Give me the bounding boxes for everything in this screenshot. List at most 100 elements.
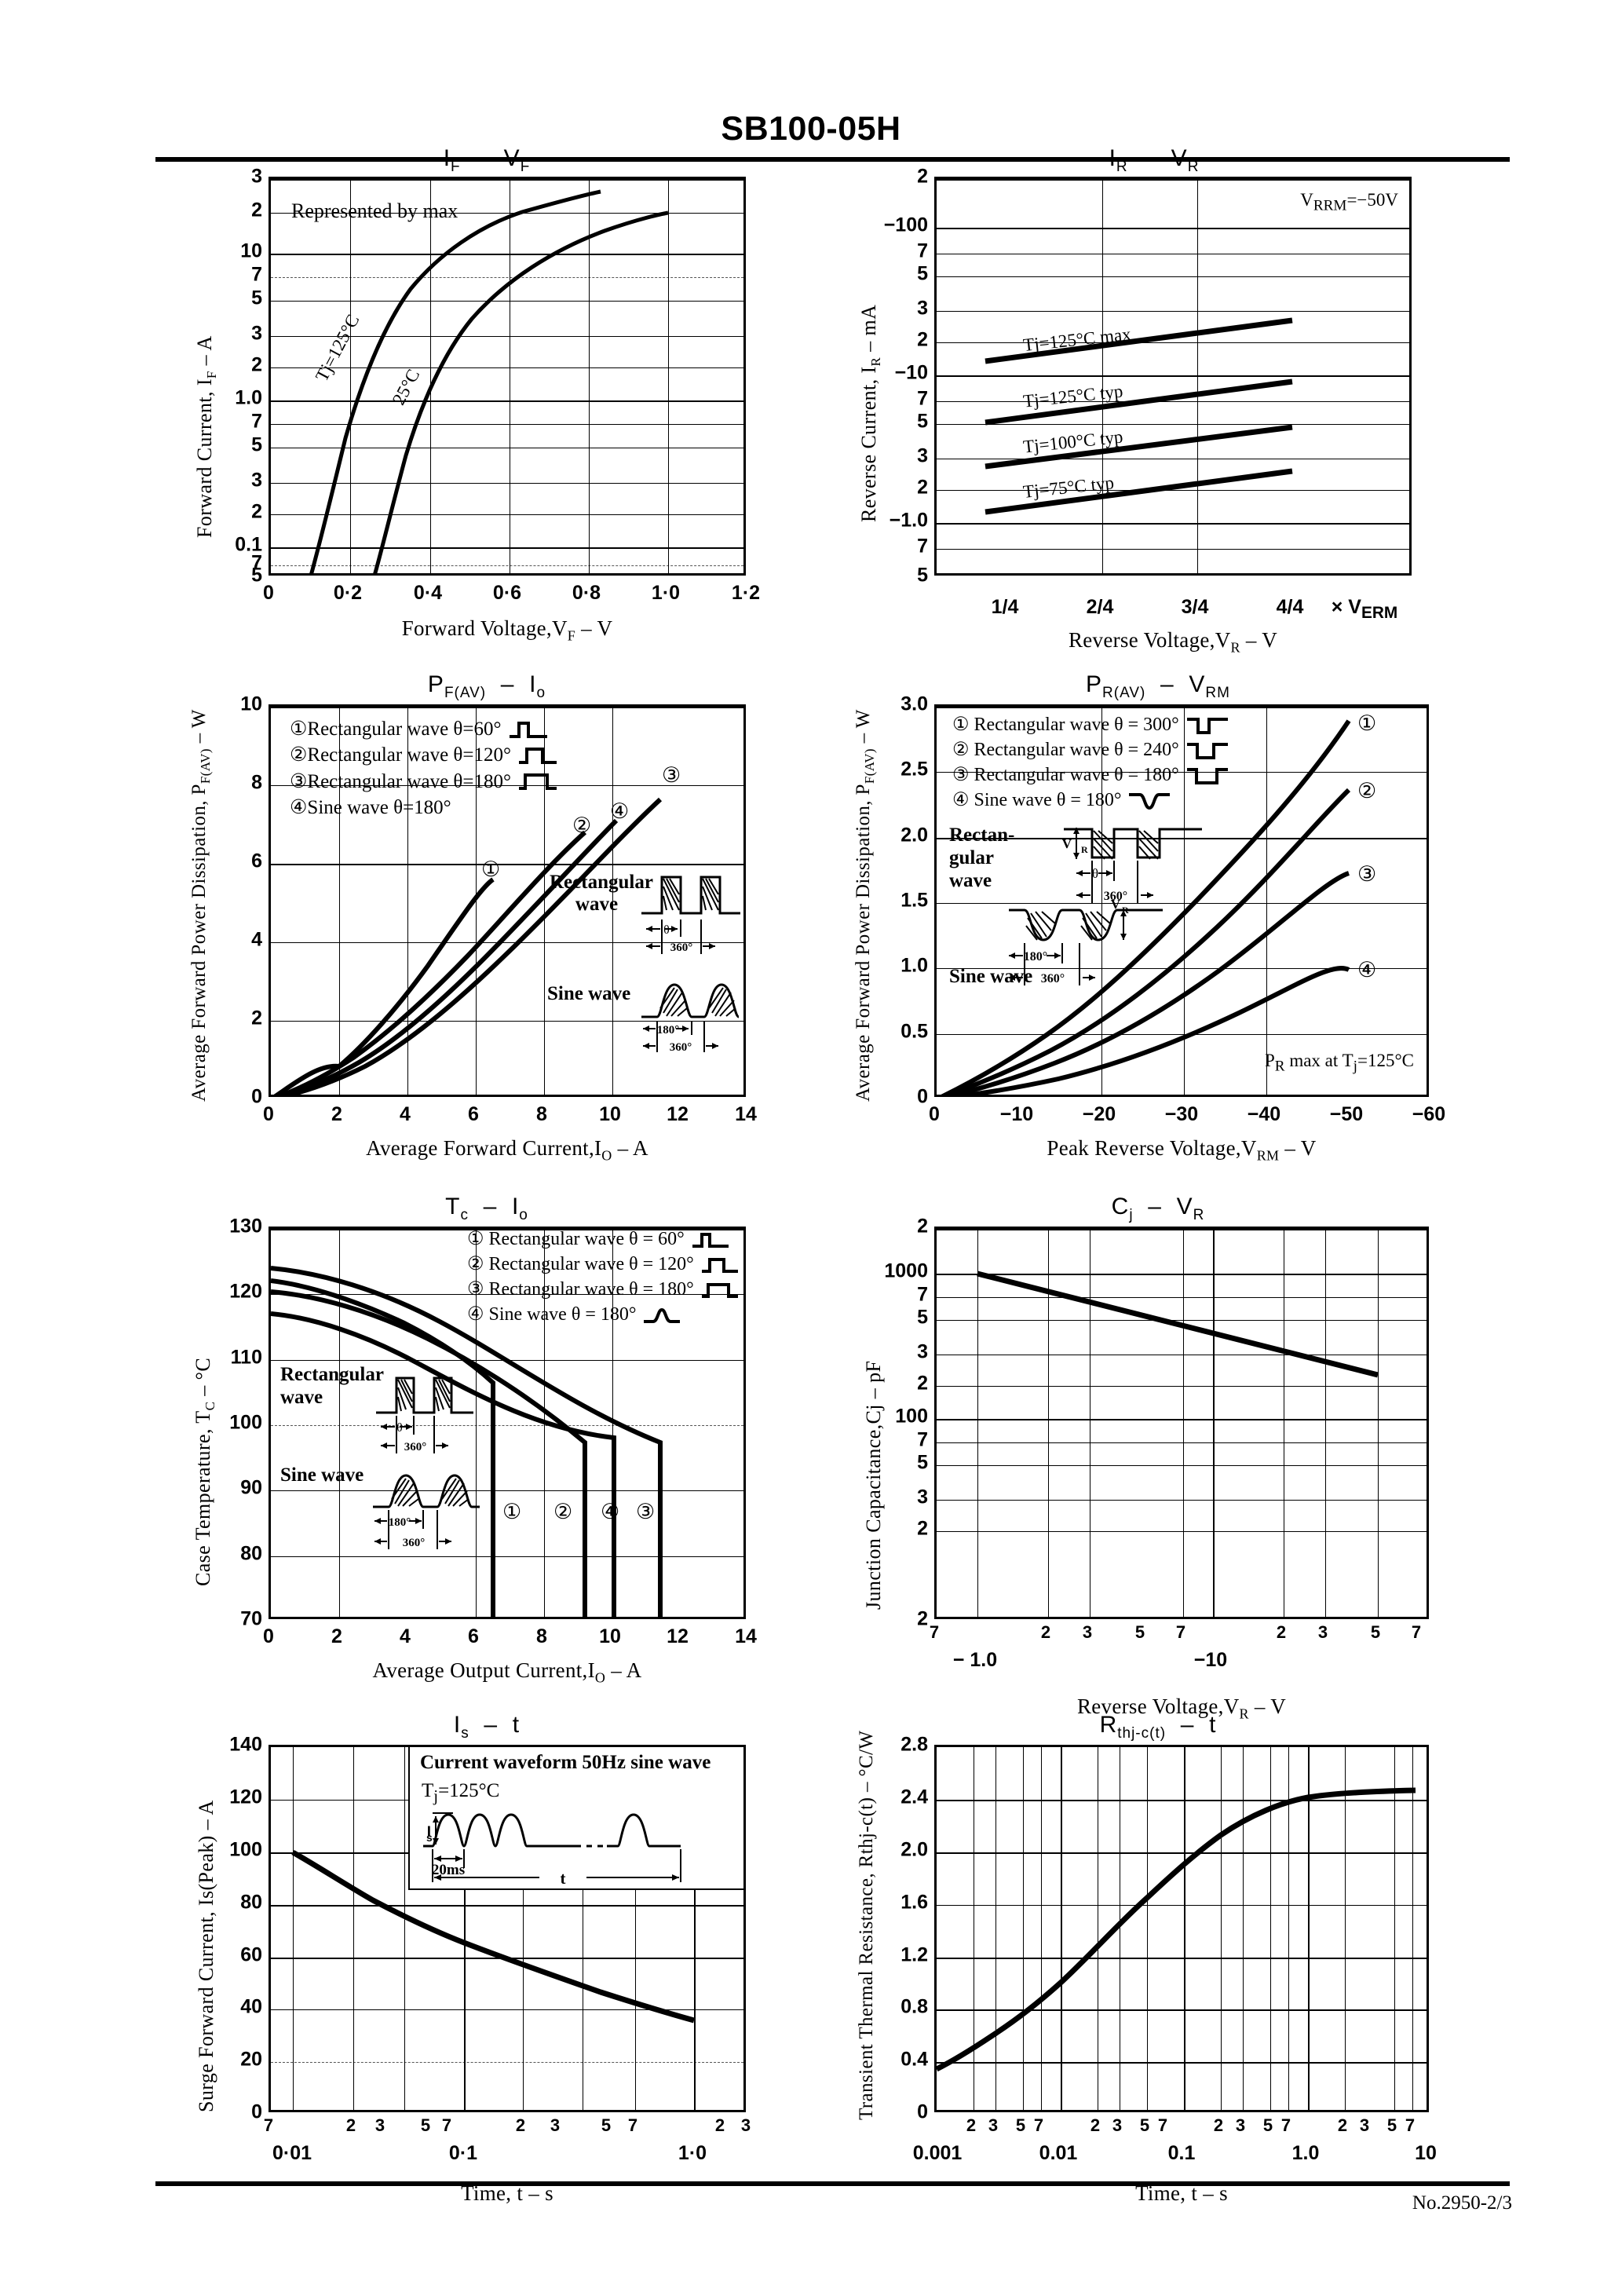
ytick: 1.6	[901, 1891, 928, 1914]
xtick: 2	[331, 1103, 342, 1125]
ytick: 2.0	[901, 824, 928, 846]
svg-text:s: s	[426, 1831, 433, 1844]
legend-label: ② Rectangular wave θ = 120°	[467, 1253, 694, 1274]
ytick: 0.4	[901, 2048, 928, 2071]
ytick: 0	[917, 1085, 928, 1108]
xtick: 2	[331, 1625, 342, 1647]
xtick: 0·2	[333, 582, 363, 604]
xtick: 6	[468, 1625, 479, 1647]
sine-wave-inset-icon: 180° 360°	[373, 1474, 480, 1549]
curves-rth-t	[937, 1787, 1416, 2072]
axis-label-x-tc-io: Average Output Current,IO – A	[372, 1658, 642, 1686]
legend-label: ②Rectangular wave θ=120°	[290, 744, 512, 766]
xtick-minor: 2	[714, 2115, 725, 2135]
xtick-minor: 7	[1411, 1622, 1422, 1642]
ytick: 3	[917, 444, 928, 467]
xtick-minor: 2	[345, 2115, 356, 2135]
legend-tc-io: ① Rectangular wave θ = 60° ② Rectangular…	[467, 1229, 740, 1328]
plot-area-ir-vr: VRRM=−50V Tj=125°C max Tj=125°C typ Tj=1…	[934, 177, 1412, 576]
curve-marker-2: ②	[1357, 779, 1377, 803]
header-rule	[155, 157, 1510, 162]
curves-prav-vrm	[941, 719, 1351, 1095]
ytick: 100	[229, 1411, 262, 1434]
plot-area-if-vf: Represented by max Tj=125°C 25°C	[269, 177, 746, 576]
xtick-minor: 2	[1213, 2115, 1224, 2135]
rect-wave-300-icon	[1186, 717, 1228, 734]
ytick: 2	[251, 199, 262, 221]
legend-label: ④ Sine wave θ = 180°	[467, 1303, 637, 1325]
curves-tc-io	[271, 1266, 663, 1617]
xtick-minor: 7	[441, 2115, 452, 2135]
svg-text:V: V	[1062, 836, 1072, 851]
xtick-major: 10	[1415, 2142, 1437, 2164]
xtick: 1·2	[731, 582, 761, 604]
axis-label-x-cj-vr: Reverse Voltage,VR – V	[1076, 1695, 1287, 1722]
ytick: 3.0	[901, 693, 928, 715]
chart-is-t: Is – t Current waveform	[188, 1712, 785, 2205]
axis-label-y-is-t: Surge Forward Current, Is(Peak) – A	[195, 1800, 217, 2112]
annotation-vrrm: VRRM=−50V	[1300, 190, 1398, 214]
inset-title-rectangular: Rectan-gular wave	[949, 824, 1015, 891]
ytick: 80	[240, 1542, 262, 1565]
plot-area-pfav-io: ①Rectangular wave θ=60° ②Rectangular wav…	[269, 704, 746, 1097]
ytick: 140	[229, 1733, 262, 1756]
legend-item: ④ Sine wave θ = 180°	[952, 788, 1229, 813]
xtick: 14	[735, 1625, 757, 1647]
rect-wave-180-icon	[1186, 767, 1228, 784]
legend-item: ④ Sine wave θ = 180°	[467, 1303, 740, 1328]
curve-marker-1: ①	[481, 857, 501, 881]
plot-area-tc-io: ① Rectangular wave θ = 60° ② Rectangular…	[269, 1227, 746, 1619]
xtick: 0	[263, 1103, 274, 1125]
svg-text:t: t	[561, 1869, 566, 1885]
xtick: 12	[667, 1103, 689, 1125]
legend-item: ① Rectangular wave θ = 60°	[467, 1229, 740, 1252]
xtick-major: 1.0	[1291, 2142, 1320, 2164]
svg-text:360°: 360°	[404, 1441, 427, 1453]
ytick: 5	[251, 564, 262, 587]
legend-label: ③ Rectangular wave θ = 180°	[467, 1278, 694, 1300]
legend-label: ④Sine wave θ=180°	[290, 796, 451, 818]
ytick: 5	[251, 287, 262, 309]
xtick-minor: 3	[374, 2115, 385, 2135]
svg-text:θ: θ	[1092, 866, 1098, 881]
xtick: 0·4	[413, 582, 443, 604]
ytick: 40	[240, 1995, 262, 2018]
xtick-suffix: × VERM	[1331, 596, 1398, 622]
legend-label: ① Rectangular wave θ = 300°	[952, 715, 1179, 735]
xtick-minor: 5	[1015, 2115, 1026, 2135]
ytick: 5	[917, 564, 928, 587]
plot-area-prav-vrm: ① Rectangular wave θ = 300° ② Rectangula…	[934, 704, 1429, 1097]
chart-prav-vrm: PR(AV) – VRM ① Rectangular wave θ = 300°	[848, 671, 1468, 1174]
svg-text:I: I	[427, 1824, 431, 1841]
ytick: −100	[883, 214, 928, 236]
rect-wave-inset-icon: θ 360°	[376, 1377, 473, 1453]
xtick-minor: 2	[1090, 2115, 1101, 2135]
ytick: 0	[917, 2100, 928, 2123]
ytick: 0.1	[235, 533, 262, 556]
xtick-major: 0·01	[272, 2142, 312, 2164]
xtick-major: 0.1	[1167, 2142, 1196, 2164]
rect-wave-180-icon	[701, 1282, 738, 1298]
ytick: 5	[917, 262, 928, 285]
plot-area-rth-t	[934, 1745, 1429, 2112]
ytick: 1.5	[901, 889, 928, 912]
ytick: 3	[251, 469, 262, 492]
xtick: −40	[1247, 1103, 1281, 1125]
xtick: 8	[536, 1625, 547, 1647]
svg-text:360°: 360°	[670, 1041, 692, 1054]
chart-pfav-io: PF(AV) – Io ①Rectangular wave θ=60°	[188, 671, 785, 1174]
chart-title-rth-t: Rthj-c(t) – t	[1099, 1712, 1217, 1742]
ytick: 10	[240, 693, 262, 715]
ytick: 6	[251, 850, 262, 872]
ytick: 10	[240, 239, 262, 262]
xtick-minor: 2	[966, 2115, 977, 2135]
legend-item: ④Sine wave θ=180°	[290, 795, 558, 821]
ytick: 70	[240, 1607, 262, 1630]
annotation-tj: Tj=125°C	[422, 1780, 500, 1805]
ytick: 7	[917, 535, 928, 558]
xtick-major: −10	[1193, 1649, 1228, 1671]
ytick: 7	[917, 239, 928, 262]
curve-marker-3: ③	[1357, 862, 1377, 886]
inset-title-sine: Sine wave	[949, 966, 1033, 987]
xtick-major: 0.001	[912, 2142, 963, 2164]
